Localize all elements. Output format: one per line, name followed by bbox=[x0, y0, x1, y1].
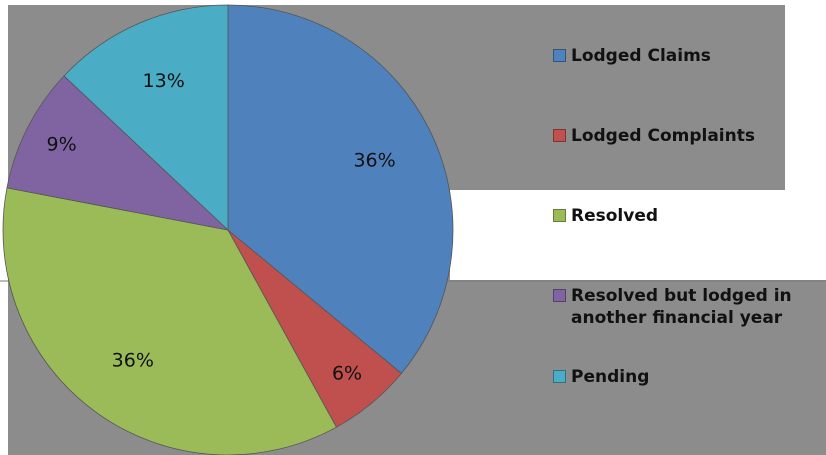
background-gap bbox=[450, 190, 826, 280]
data-label: 6% bbox=[332, 362, 362, 384]
data-label: 13% bbox=[143, 70, 185, 92]
legend-label: Resolved but lodged in another financial… bbox=[571, 286, 792, 328]
pie-slice bbox=[6, 75, 230, 231]
background bbox=[785, 280, 826, 455]
legend-item: Lodged Complaints bbox=[553, 125, 755, 147]
data-label: 36% bbox=[112, 350, 154, 372]
pie-slice bbox=[2, 187, 337, 455]
legend-swatch bbox=[553, 129, 566, 142]
legend-item: Resolved bbox=[553, 205, 658, 227]
legend-item: Resolved but lodged in another financial… bbox=[553, 285, 826, 329]
data-label: 36% bbox=[353, 150, 395, 172]
legend-swatch bbox=[553, 49, 566, 62]
legend-item: Lodged Claims bbox=[553, 45, 711, 67]
data-label: 9% bbox=[47, 134, 77, 156]
legend-label: Lodged Complaints bbox=[571, 126, 755, 146]
pie-slice bbox=[227, 4, 454, 374]
legend-label: Lodged Claims bbox=[571, 46, 711, 66]
legend-label: Resolved bbox=[571, 206, 659, 226]
legend-label: Pending bbox=[571, 367, 650, 387]
legend-swatch bbox=[553, 289, 566, 302]
pie-slice bbox=[63, 4, 229, 231]
legend-swatch bbox=[553, 370, 566, 383]
legend-item: Pending bbox=[553, 366, 649, 388]
legend-swatch bbox=[553, 209, 566, 222]
